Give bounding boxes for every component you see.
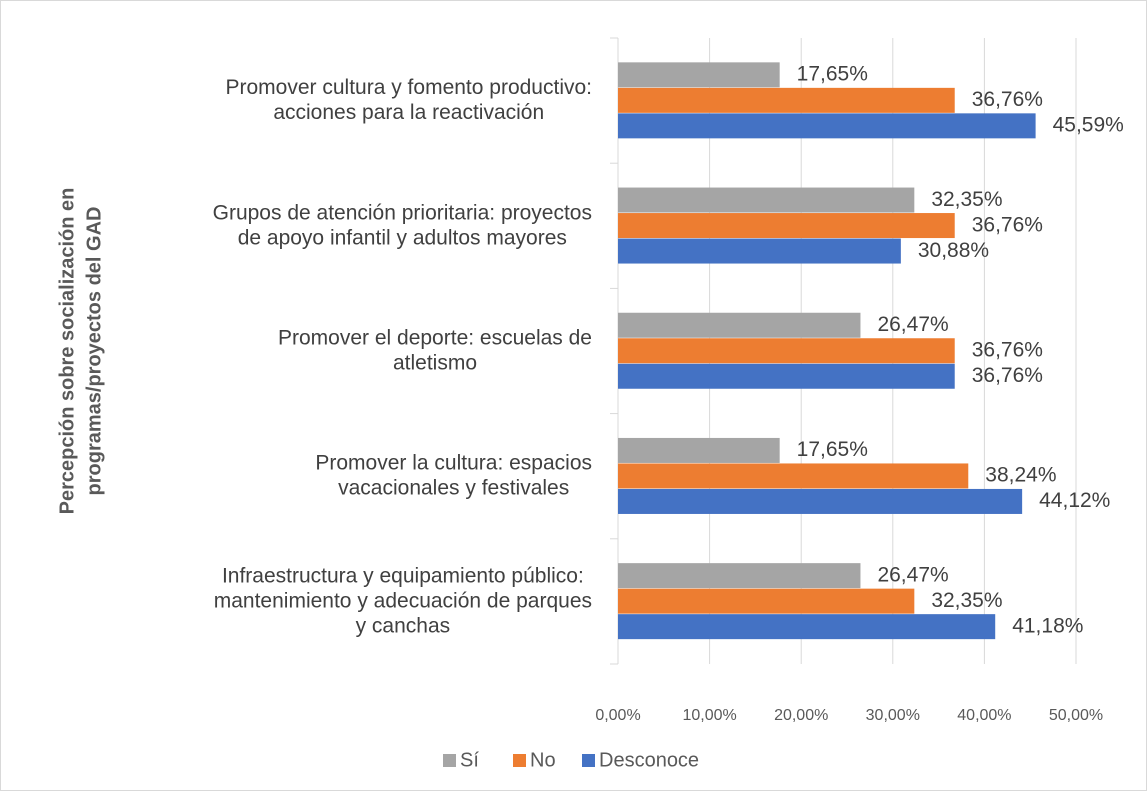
bar — [618, 463, 969, 489]
value-label: 36,76% — [972, 364, 1043, 387]
bar — [618, 62, 780, 88]
x-tick-label: 50,00% — [1049, 707, 1103, 724]
bar — [618, 488, 1023, 514]
legend-label: Desconoce — [599, 749, 699, 771]
x-tick-label: 20,00% — [774, 707, 828, 724]
value-label: 36,76% — [972, 339, 1043, 362]
legend-swatch — [443, 754, 456, 767]
x-tick-label: 0,00% — [595, 707, 640, 724]
value-label: 41,18% — [1012, 614, 1083, 637]
value-label: 26,47% — [877, 313, 948, 336]
value-label: 36,76% — [972, 213, 1043, 236]
x-tick-label: 40,00% — [957, 707, 1011, 724]
value-label: 38,24% — [985, 464, 1056, 487]
value-label: 17,65% — [797, 63, 868, 86]
bar — [618, 312, 861, 338]
category-label: Promover el deporte: escuelas de atletism… — [278, 326, 592, 374]
category-label: Grupos de atención prioritaria: proyecto… — [213, 201, 592, 249]
x-tick-label: 10,00% — [682, 707, 736, 724]
bar — [618, 187, 915, 213]
bar — [618, 213, 955, 239]
bar — [618, 437, 780, 463]
legend-label: No — [530, 749, 556, 771]
bar — [618, 363, 955, 389]
bar — [618, 588, 915, 614]
x-tick-label: 30,00% — [866, 707, 920, 724]
value-label: 45,59% — [1053, 114, 1124, 137]
value-label: 30,88% — [918, 239, 989, 262]
legend-swatch — [513, 754, 526, 767]
bar — [618, 614, 996, 640]
category-label: Promover cultura y fomento productivo: ac… — [226, 76, 593, 124]
category-label: Infraestructura y equipamiento público: m… — [214, 564, 592, 637]
value-label: 32,35% — [931, 589, 1002, 612]
legend-label: Sí — [460, 749, 479, 771]
value-label: 44,12% — [1039, 489, 1110, 512]
value-label: 32,35% — [931, 188, 1002, 211]
value-label: 17,65% — [797, 438, 868, 461]
bar — [618, 87, 955, 113]
value-label: 36,76% — [972, 88, 1043, 111]
bar — [618, 238, 901, 264]
y-axis-title: Percepción sobre socialización en program… — [57, 188, 106, 515]
bar — [618, 338, 955, 364]
value-label: 26,47% — [877, 563, 948, 586]
bar — [618, 113, 1036, 139]
bar — [618, 563, 861, 589]
category-label: Promover la cultura: espacios vacacionale… — [315, 451, 592, 499]
legend-swatch — [582, 754, 595, 767]
